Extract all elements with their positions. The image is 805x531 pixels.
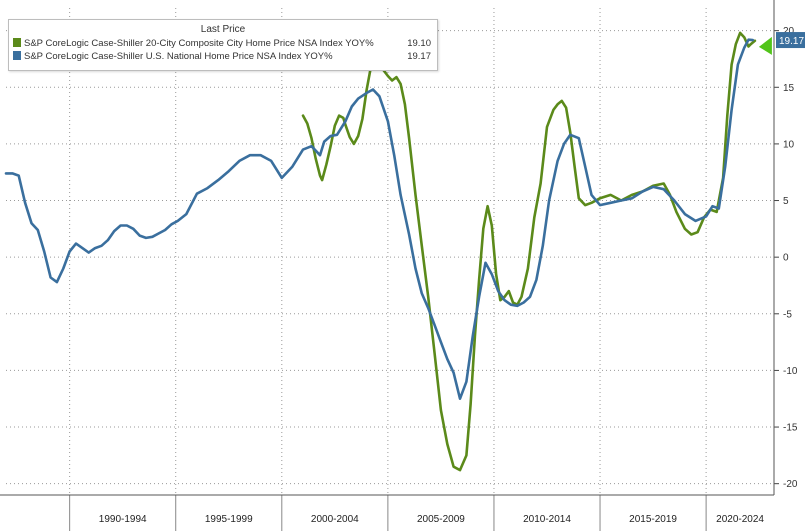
last-value-tags: 19.17 bbox=[758, 32, 805, 55]
legend-swatch-20-city bbox=[13, 38, 21, 47]
series-lines bbox=[4, 31, 757, 472]
x-period-label: 2015-2019 bbox=[629, 514, 677, 525]
y-tick-label: 10 bbox=[783, 139, 795, 150]
legend-value-national: 19.17 bbox=[407, 51, 431, 62]
x-axis: 1990-1994 1995-1999 2000-2004 2005-2009 2010… bbox=[0, 494, 774, 531]
y-tick-label: 20 bbox=[783, 26, 795, 37]
legend-item-20-city: S&P CoreLogic Case-Shiller 20-City Compo… bbox=[13, 38, 431, 50]
legend-swatch-national bbox=[13, 51, 21, 60]
grid-lines bbox=[6, 8, 774, 495]
legend-value-20-city: 19.10 bbox=[407, 38, 431, 49]
legend-item-national: S&P CoreLogic Case-Shiller U.S. National… bbox=[13, 51, 431, 63]
x-period-label: 2000-2004 bbox=[311, 514, 359, 525]
x-period-label: 2005-2009 bbox=[417, 514, 465, 525]
last-value-tag-national-text: 19.17 bbox=[779, 36, 804, 47]
series-line-national bbox=[4, 38, 755, 401]
last-value-marker-20-city bbox=[758, 36, 772, 55]
y-tick-label: 0 bbox=[783, 253, 789, 264]
y-tick-label: -20 bbox=[783, 479, 798, 490]
legend: Last Price S&P CoreLogic Case-Shiller 20… bbox=[8, 19, 438, 71]
x-period-label: 1990-1994 bbox=[99, 514, 147, 525]
x-period-label: 2010-2014 bbox=[523, 514, 571, 525]
legend-title: Last Price bbox=[200, 24, 246, 35]
x-period-label: 2020-2024 bbox=[716, 514, 764, 525]
y-tick-label: 15 bbox=[783, 83, 795, 94]
y-tick-label: 5 bbox=[783, 196, 789, 207]
legend-label-20-city: S&P CoreLogic Case-Shiller 20-City Compo… bbox=[24, 38, 374, 49]
x-period-label: 1995-1999 bbox=[205, 514, 253, 525]
y-tick-label: -15 bbox=[783, 423, 798, 434]
y-axis: 20 15 10 5 0 -5 -10 -15 -20 bbox=[773, 0, 798, 495]
legend-label-national: S&P CoreLogic Case-Shiller U.S. National… bbox=[24, 51, 333, 62]
y-tick-label: -5 bbox=[783, 309, 792, 320]
series-line-20-city bbox=[301, 31, 757, 472]
last-value-tag-national bbox=[776, 32, 805, 49]
y-tick-label: -10 bbox=[783, 366, 798, 377]
